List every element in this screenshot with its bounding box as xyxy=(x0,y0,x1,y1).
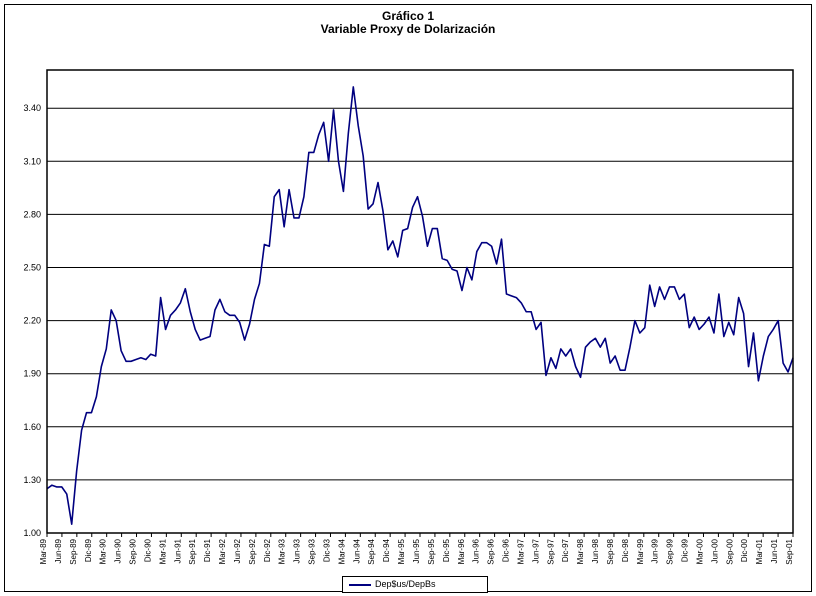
x-tick-label: Mar-99 xyxy=(636,538,645,564)
x-tick-label: Mar-91 xyxy=(158,538,167,564)
y-tick-label: 1.60 xyxy=(23,422,41,432)
x-tick-label: Jun-95 xyxy=(412,538,421,563)
x-tick-label: Dic-97 xyxy=(561,538,570,562)
x-tick-label: Mar-00 xyxy=(695,538,704,564)
series-layer xyxy=(46,86,794,525)
x-tick-label: Mar-01 xyxy=(755,538,764,564)
y-tick-label: 2.20 xyxy=(23,316,41,326)
chart-frame xyxy=(4,4,812,592)
x-tick-label: Mar-97 xyxy=(516,538,525,564)
legend: Dep$us/DepBs xyxy=(342,576,488,593)
x-tick-label: Jun-92 xyxy=(233,538,242,563)
x-tick-label: Jun-00 xyxy=(710,538,719,563)
y-tick-label: 3.10 xyxy=(23,156,41,166)
x-tick-label: Jun-89 xyxy=(54,538,63,563)
x-tick-label: Sep-89 xyxy=(69,538,78,564)
x-tick-label: Dic-92 xyxy=(263,538,272,562)
x-tick-label: Dic-99 xyxy=(681,538,690,562)
x-tick-label: Dic-96 xyxy=(502,538,511,562)
x-tick-label: Sep-00 xyxy=(725,538,734,564)
x-tick-label: Sep-99 xyxy=(666,538,675,564)
x-tick-label: Sep-92 xyxy=(248,538,257,564)
x-tick-label: Jun-90 xyxy=(114,538,123,563)
x-tick-label: Mar-95 xyxy=(397,538,406,564)
x-tick-label: Mar-93 xyxy=(278,538,287,564)
x-tick-label: Jun-01 xyxy=(770,538,779,563)
legend-swatch xyxy=(349,584,371,586)
x-tick-label: Mar-96 xyxy=(457,538,466,564)
x-tick-label: Sep-93 xyxy=(308,538,317,564)
x-tick-label: Dic-95 xyxy=(442,538,451,562)
x-tick-label: Jun-91 xyxy=(173,538,182,563)
y-tick-label: 2.80 xyxy=(23,209,41,219)
chart-subtitle: Variable Proxy de Dolarización xyxy=(320,22,496,36)
x-tick-label: Dic-94 xyxy=(382,538,391,562)
chart-title: Gráfico 1 xyxy=(381,9,435,23)
x-tick-label: Jun-96 xyxy=(472,538,481,563)
x-tick-label: Sep-96 xyxy=(487,538,496,564)
legend-label: Dep$us/DepBs xyxy=(375,579,436,589)
x-tick-label: Dic-91 xyxy=(203,538,212,562)
x-tick-label: Dic-98 xyxy=(621,538,630,562)
x-tick-label: Mar-92 xyxy=(218,538,227,564)
x-tick-label: Mar-90 xyxy=(99,538,108,564)
x-tick-label: Mar-94 xyxy=(337,538,346,564)
y-tick-label: 3.40 xyxy=(23,103,41,113)
plot-area-border xyxy=(46,69,794,534)
x-tick-label: Dic-93 xyxy=(322,538,331,562)
y-tick-label: 1.00 xyxy=(23,528,41,538)
x-tick-label: Jun-93 xyxy=(293,538,302,563)
series-line xyxy=(46,86,794,525)
x-tick-label: Dic-90 xyxy=(143,538,152,562)
y-tick-label: 2.50 xyxy=(23,263,41,273)
x-axis-ticks: Mar-89 Jun-89 Sep-89 Dic-89 Mar-90 Jun-90 Sep-… xyxy=(39,533,794,565)
y-tick-label: 1.90 xyxy=(23,369,41,379)
x-tick-label: Jun-98 xyxy=(591,538,600,563)
x-tick-label: Jun-94 xyxy=(352,538,361,563)
x-tick-label: Dic-89 xyxy=(84,538,93,562)
gridlines xyxy=(47,107,793,481)
x-tick-label: Sep-95 xyxy=(427,538,436,564)
x-tick-label: Sep-91 xyxy=(188,538,197,564)
y-tick-label: 1.30 xyxy=(23,475,41,485)
x-tick-label: Sep-90 xyxy=(129,538,138,564)
x-tick-label: Mar-98 xyxy=(576,538,585,564)
x-tick-label: Sep-98 xyxy=(606,538,615,564)
y-axis-ticks: 1.00 1.30 1.60 1.90 2.20 2.50 2.80 3.10 3.40 xyxy=(23,103,41,538)
x-tick-label: Jun-99 xyxy=(651,538,660,563)
x-tick-label: Mar-89 xyxy=(39,538,48,564)
x-tick-label: Sep-01 xyxy=(785,538,794,564)
x-tick-label: Sep-94 xyxy=(367,538,376,564)
x-tick-label: Dic-00 xyxy=(740,538,749,562)
x-tick-label: Jun-97 xyxy=(531,538,540,563)
x-tick-label: Sep-97 xyxy=(546,538,555,564)
